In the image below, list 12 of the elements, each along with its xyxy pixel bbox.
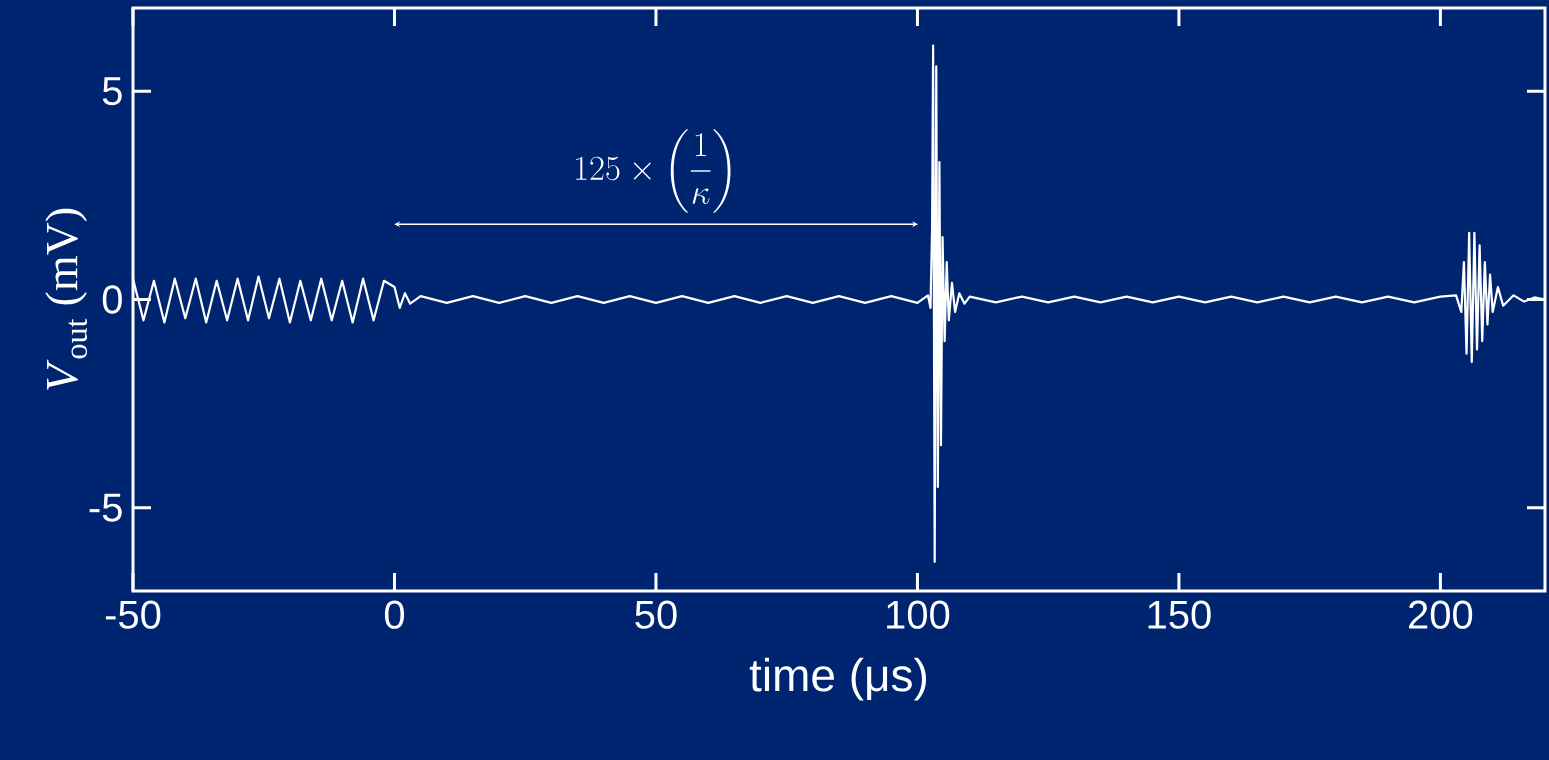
x-tick-label: -50 bbox=[105, 600, 161, 629]
y-tick-label: 5 bbox=[102, 77, 122, 106]
annotation: $125\times\left(\frac{1}{\kappa}\right)$ bbox=[576, 129, 731, 213]
x-tick-label: 100 bbox=[887, 600, 950, 629]
x-tick-label: 150 bbox=[1148, 600, 1211, 629]
y-tick-label: -5 bbox=[89, 493, 122, 522]
x-axis-title: time (μs) bbox=[749, 657, 926, 701]
y-axis-title: V$_{out}$ (mV) bbox=[45, 208, 88, 390]
x-tick-label: 50 bbox=[635, 600, 677, 629]
y-tick-label: 0 bbox=[102, 285, 122, 314]
x-tick-label: 200 bbox=[1409, 600, 1473, 629]
x-tick-label: 0 bbox=[384, 600, 405, 629]
